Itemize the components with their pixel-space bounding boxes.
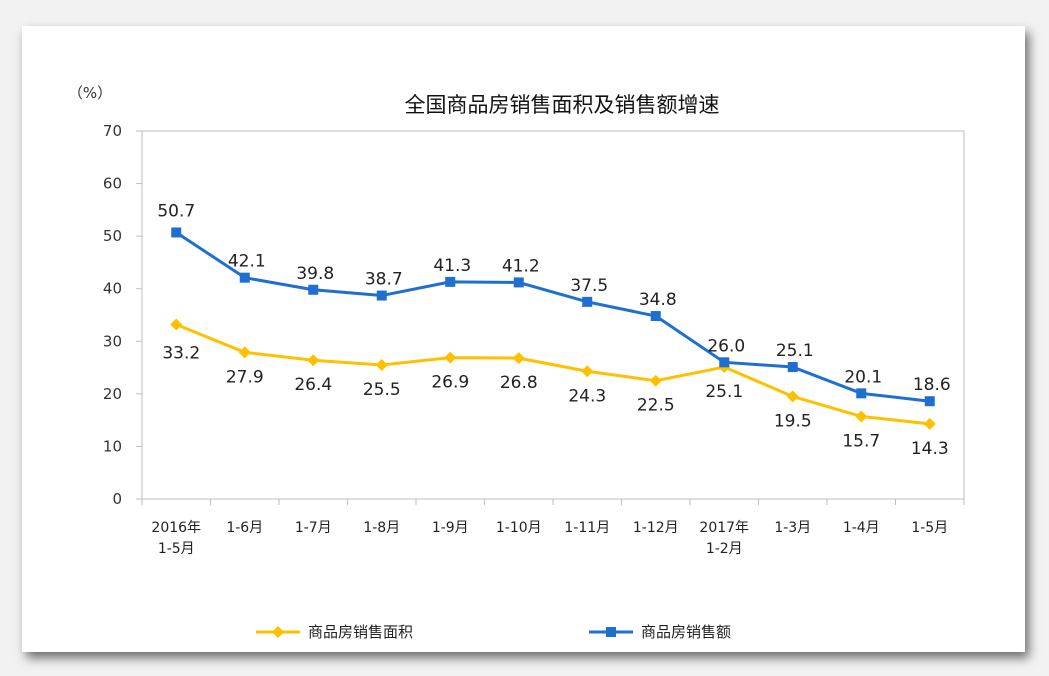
data-label-area: 24.3 [568,386,606,406]
data-label-area: 25.1 [705,382,743,402]
data-point-marker [171,227,182,238]
y-tick-label: 70 [103,122,122,140]
x-tick-label: 1-5月 [158,541,195,557]
data-point-marker [923,417,936,430]
data-label-amount: 39.8 [296,264,334,284]
legend-label: 商品房销售面积 [308,623,413,641]
legend: 商品房销售面积 商品房销售额 [256,623,731,641]
data-label-amount: 41.3 [433,256,471,276]
y-tick-label: 40 [103,280,122,298]
data-point-marker [786,390,799,403]
data-point-marker [376,290,387,301]
series-area [170,318,936,430]
data-point-marker [856,388,867,399]
data-label-amount: 42.1 [228,252,266,272]
data-point-marker [855,410,868,423]
data-point-marker [650,311,661,322]
data-label-amount: 18.6 [913,375,951,395]
x-tick-label: 1-12月 [633,520,679,536]
data-point-marker [444,351,457,364]
data-label-area: 26.8 [500,373,538,393]
chart-title: 全国商品房销售面积及销售额增速 [405,93,720,117]
data-label-amount: 26.0 [707,336,745,356]
x-tick-label: 2016年 [151,520,201,536]
x-tick-label: 1-3月 [774,520,811,536]
data-label-area: 27.9 [226,367,264,387]
data-point-marker [512,352,525,365]
data-label-amount: 50.7 [157,201,195,221]
legend-item: 商品房销售面积 [256,623,413,641]
data-label-amount: 37.5 [570,276,608,296]
y-tick-label: 60 [103,175,122,193]
y-tick-label: 10 [103,437,122,455]
data-point-marker [238,346,251,359]
data-label-amount: 34.8 [639,290,677,310]
data-label-amount: 38.7 [365,270,403,290]
legend-item: 商品房销售额 [589,623,731,641]
data-label-area: 15.7 [842,431,880,451]
x-tick-label: 1-7月 [295,520,332,536]
legend-marker [272,626,284,638]
data-label-area: 19.5 [774,411,812,431]
data-point-marker [924,396,935,407]
y-tick-label: 20 [103,385,122,403]
series-line [175,231,930,403]
data-point-marker [582,296,593,307]
axes: 0 10 20 30 40 50 60 70 2016年 1-5月 1-6月 1-7月 1-8月 1-9月… [103,122,965,557]
data-point-marker [719,357,730,368]
data-label-area: 22.5 [637,396,675,416]
data-label-amount: 41.2 [502,256,540,276]
data-label-area: 33.2 [162,343,200,363]
data-point-marker [308,284,319,295]
data-point-marker [581,365,594,378]
data-label-area: 26.9 [431,373,469,393]
y-tick-label: 30 [103,332,122,350]
x-tick-label: 1-2月 [706,541,743,557]
data-label-amount: 25.1 [776,341,814,361]
x-tick-label: 1-6月 [226,520,263,536]
legend-label: 商品房销售额 [641,623,731,641]
legend-marker [606,627,616,637]
x-tick-label: 1-10月 [496,520,542,536]
data-point-marker [445,276,456,287]
series-layer: 50.7 42.1 39.8 38.7 41.3 41.2 37.5 34.8 26.0 25.1… [157,201,950,458]
x-tick-label: 1-5月 [911,520,948,536]
series-amount [171,227,935,407]
data-point-marker [170,318,183,331]
data-label-area: 25.5 [363,380,401,400]
chart-frame [22,26,1025,652]
data-point-marker [787,362,798,373]
x-tick-label: 1-9月 [432,520,469,536]
data-point-marker [307,354,320,367]
data-point-marker [375,358,388,371]
series-line [175,323,930,426]
y-tick-label: 50 [103,227,122,245]
data-point-marker [649,374,662,387]
data-label-area: 26.4 [294,375,332,395]
x-tick-label: 1-8月 [363,520,400,536]
data-point-marker [239,272,250,283]
y-axis-unit-label: （%） [68,84,112,102]
x-tick-label: 1-4月 [843,520,880,536]
y-tick-label: 0 [112,490,122,508]
data-point-marker [513,277,524,288]
x-tick-label: 1-11月 [564,520,610,536]
x-tick-label: 2017年 [699,520,749,536]
data-label-area: 14.3 [911,439,949,459]
plot-area-border [141,130,965,500]
data-label-amount: 20.1 [844,367,882,387]
